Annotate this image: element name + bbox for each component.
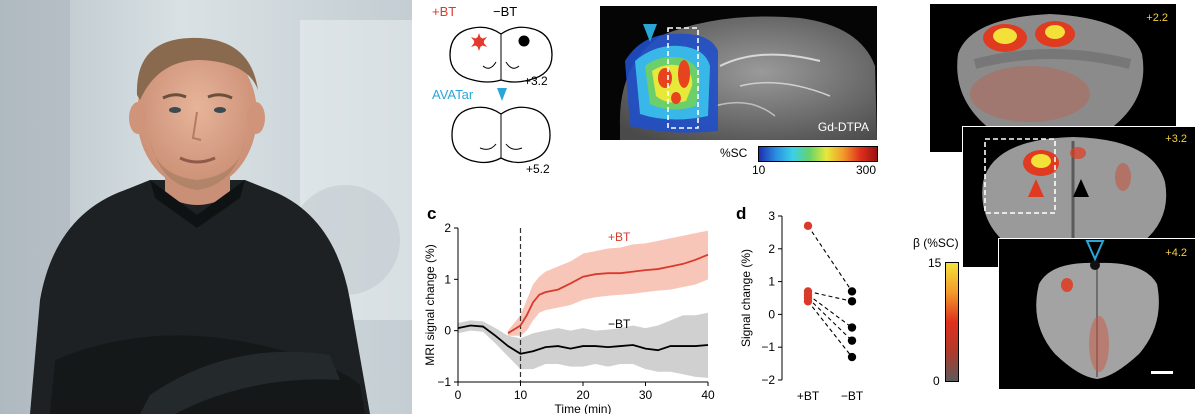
- sagittal-colorbar-gradient: [758, 146, 878, 162]
- pair-line-1: [807, 290, 853, 302]
- minus-bt-arrow-icon: [1073, 179, 1089, 197]
- plus-bt-label: +BT: [432, 4, 457, 19]
- series-label-minus-bt: −BT: [608, 317, 631, 331]
- pair-line-4: [807, 300, 853, 358]
- pair-line-0: [807, 225, 853, 292]
- minus-bt-point-4: [847, 352, 857, 362]
- coronal-slice-3-label: +4.2: [1165, 247, 1187, 259]
- ci-band-0: [508, 230, 708, 336]
- series-line-1: [457, 324, 709, 355]
- y-tick-label: 0: [768, 307, 775, 321]
- plus-bt-arrow-icon: [1028, 179, 1044, 197]
- coord-top-label: +3.2: [524, 74, 548, 88]
- pair-line-3: [807, 297, 853, 342]
- minus-bt-label: −BT: [493, 4, 518, 19]
- sagittal-avatar-arrow-icon: [643, 24, 657, 42]
- pair-line-2: [807, 294, 853, 328]
- category-label-1: −BT: [841, 389, 864, 403]
- category-label-0: +BT: [797, 389, 820, 403]
- coronal-slice-1-label: +2.2: [1146, 12, 1168, 24]
- coronal-avatar-arrow-icon: [1085, 240, 1105, 262]
- panel-c-label: c: [427, 204, 437, 223]
- minus-bt-dot-icon: [518, 35, 530, 47]
- y-axis-label: MRI signal change (%): [423, 244, 437, 365]
- plus-bt-point-4: [803, 297, 813, 306]
- brain-schematic: +BT −BT AVATar +3.2 +5.2: [428, 0, 578, 190]
- x-tick-label: 20: [576, 388, 590, 402]
- series-line-0: [507, 253, 709, 334]
- y-tick-label: −1: [761, 340, 775, 354]
- beta-colorbar-max: 15: [928, 256, 942, 270]
- sagittal-colorbar-min: 10: [752, 163, 766, 177]
- sagittal-colorbar-max: 300: [856, 163, 877, 177]
- beta-colorbar-gradient: [945, 262, 959, 382]
- portrait-illustration: [0, 0, 412, 414]
- panel-d-label: d: [736, 204, 747, 223]
- sagittal-mri-drawing: [600, 6, 877, 140]
- sagittal-colorbar-title: %SC: [720, 146, 748, 160]
- minus-bt-point-3: [847, 336, 857, 345]
- x-tick-label: 40: [701, 388, 715, 402]
- x-tick-label: 30: [639, 388, 653, 402]
- y-tick-label: 1: [444, 272, 451, 286]
- minus-bt-point-2: [847, 323, 857, 332]
- contrast-label: Gd-DTPA: [817, 120, 869, 134]
- paired-scatter-chart: 3 2 1 0 −1 −2 +BT −BT Signal change (%): [739, 210, 864, 403]
- minus-bt-point-0: [847, 287, 857, 296]
- coronal-slice-3-drawing: [999, 239, 1195, 389]
- y-tick-label: 1: [768, 275, 775, 289]
- coord-bottom-label: +5.2: [526, 162, 550, 176]
- minus-bt-point-1: [847, 297, 857, 306]
- plus-bt-star-icon: [471, 33, 487, 51]
- sagittal-mri-image: Gd-DTPA: [600, 6, 877, 140]
- y-axis-label: Signal change (%): [739, 249, 753, 347]
- portrait-photo: [0, 0, 412, 414]
- x-axis-label: Time (min): [555, 402, 612, 414]
- beta-colorbar-title: β (%SC): [913, 236, 959, 250]
- y-tick-label: −2: [761, 373, 775, 387]
- y-tick-label: −1: [437, 375, 451, 389]
- plus-bt-point-0: [803, 221, 813, 231]
- scale-bar: [1151, 371, 1173, 374]
- series-label-plus-bt: +BT: [608, 230, 631, 244]
- y-tick-label: 2: [444, 221, 451, 235]
- x-tick-label: 10: [514, 388, 528, 402]
- beta-colorbar-min: 0: [933, 374, 940, 388]
- coronal-outline-drawing: [449, 26, 553, 164]
- y-tick-label: 3: [768, 210, 775, 223]
- coronal-slice-2-label: +3.2: [1165, 133, 1187, 145]
- sagittal-colorbar: %SC 10 300: [720, 144, 878, 180]
- y-tick-label: 2: [768, 242, 775, 256]
- x-tick-label: 0: [455, 388, 462, 402]
- avatar-label: AVATar: [432, 87, 474, 102]
- y-tick-label: 0: [444, 324, 451, 338]
- avatar-arrow-icon: [497, 88, 507, 101]
- coronal-slice-3: +4.2: [998, 238, 1196, 390]
